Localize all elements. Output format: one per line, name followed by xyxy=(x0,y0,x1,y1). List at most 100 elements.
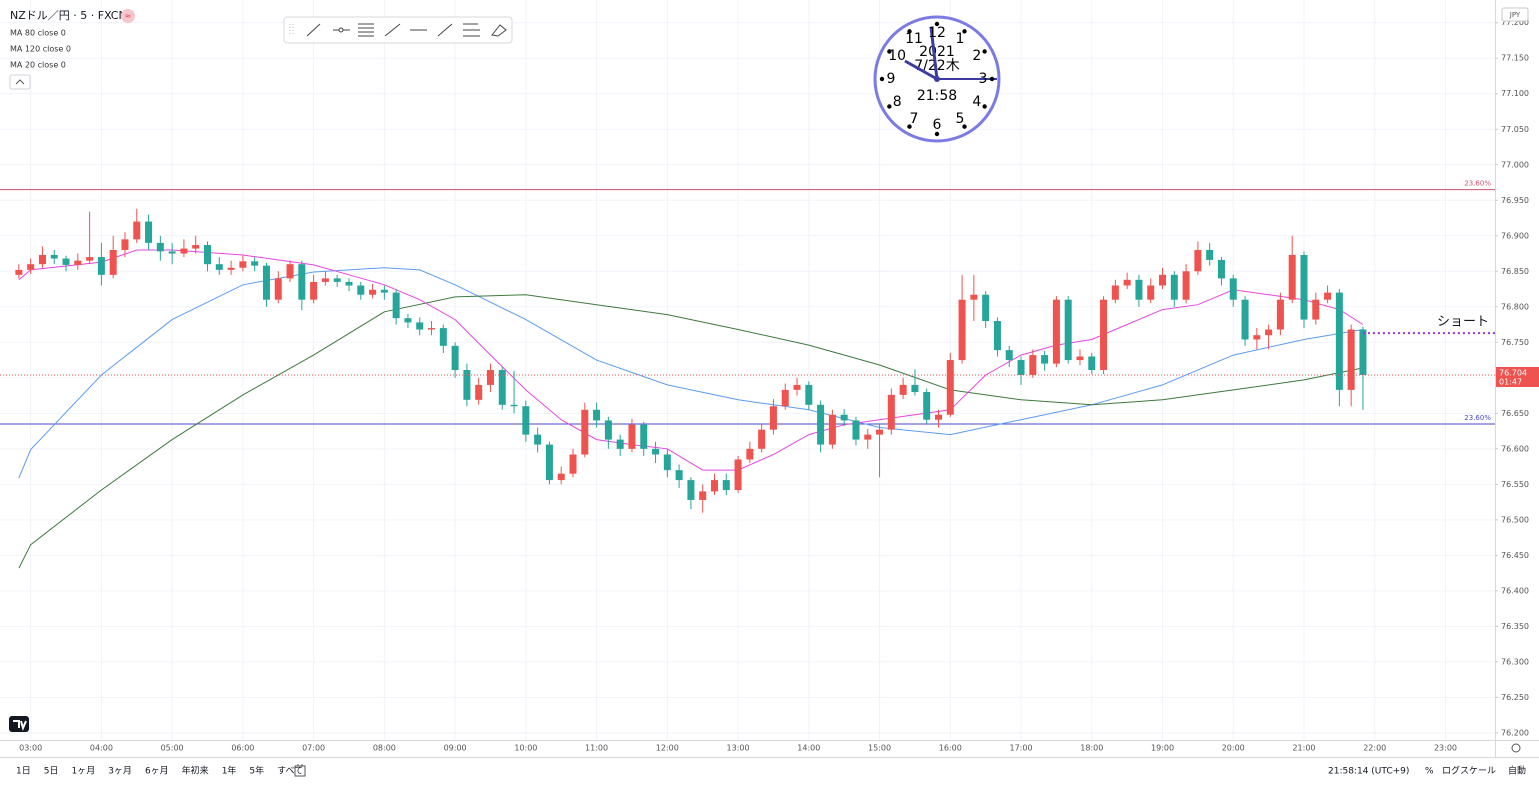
collapse-icon xyxy=(15,79,25,85)
candle-body xyxy=(569,454,577,474)
candle-body xyxy=(1170,274,1178,300)
candle-body xyxy=(1135,279,1143,300)
candle-body xyxy=(958,299,966,361)
candle-body xyxy=(1088,356,1096,370)
clock-numeral: 1 xyxy=(956,31,965,47)
y-tick-label: 76.900 xyxy=(1501,231,1529,240)
candle-body xyxy=(640,424,648,449)
candle-body xyxy=(251,261,259,266)
candle-body xyxy=(215,264,223,270)
logo xyxy=(9,716,29,732)
y-tick-label: 76.600 xyxy=(1501,444,1529,453)
y-tick-label: 76.500 xyxy=(1501,515,1529,524)
clock-numeral: 7 xyxy=(910,111,919,127)
x-tick-label: 09:00 xyxy=(444,744,467,753)
x-tick-label: 04:00 xyxy=(90,744,113,753)
candle-body xyxy=(62,258,70,265)
y-tick-label: 76.400 xyxy=(1501,586,1529,595)
date-range-icon[interactable] xyxy=(294,764,306,777)
clock-dot xyxy=(934,131,940,137)
candle-body xyxy=(1100,299,1108,370)
y-tick-label: 76.800 xyxy=(1501,302,1529,311)
range-button[interactable]: 年初来 xyxy=(182,765,209,777)
candle-body xyxy=(357,285,365,295)
range-button[interactable]: 1日 xyxy=(16,766,31,777)
currency-badge[interactable]: JPY xyxy=(1509,11,1521,19)
clock-dot xyxy=(907,124,912,129)
currency-badge-box[interactable] xyxy=(1501,7,1529,22)
y-tick-label: 76.950 xyxy=(1501,196,1529,205)
range-button[interactable]: 3ヶ月 xyxy=(108,766,132,777)
candle-body xyxy=(1182,271,1190,300)
candle-body xyxy=(1206,249,1214,260)
log-scale-toggle[interactable]: ログスケール xyxy=(1442,765,1496,777)
range-button[interactable]: 6ヶ月 xyxy=(145,766,169,777)
candle-body xyxy=(864,434,872,440)
fib-level-label: 23.60% xyxy=(1464,414,1491,422)
settings-icon[interactable] xyxy=(1511,743,1521,753)
candle-body xyxy=(746,448,754,460)
tool-trendline[interactable] xyxy=(306,23,321,37)
candle-body xyxy=(911,384,919,393)
candle-body xyxy=(1217,259,1225,279)
range-button[interactable]: すべて xyxy=(277,766,303,777)
candle-body xyxy=(204,245,212,265)
countdown-label: 01:47 xyxy=(1499,377,1522,386)
tool-ray[interactable] xyxy=(384,23,401,37)
candle-body xyxy=(416,322,424,330)
candle-body xyxy=(652,448,660,455)
candle-body xyxy=(498,370,506,405)
last-price-label: 76.704 xyxy=(1499,368,1527,377)
candle-body xyxy=(1123,279,1131,286)
candle-body xyxy=(286,264,294,279)
y-tick-label: 77.100 xyxy=(1501,89,1529,98)
collapse-button[interactable] xyxy=(9,74,31,90)
candle-body xyxy=(1159,274,1167,286)
candle-body xyxy=(86,257,94,261)
candle-body xyxy=(876,429,884,435)
axes: 76.200 76.250 76.300 76.350 76.400 76.450 76.5… xyxy=(19,18,1539,753)
y-tick-label: 76.550 xyxy=(1501,480,1529,489)
clock-numeral: 6 xyxy=(933,117,942,133)
clock-time: 21:58 xyxy=(917,88,957,104)
logo-glyph xyxy=(13,720,27,731)
x-tick-label: 21:00 xyxy=(1292,744,1315,753)
clock-dot xyxy=(907,29,912,34)
clock-numeral: 10 xyxy=(888,48,906,64)
candle-body xyxy=(392,292,400,319)
range-button[interactable]: 1年 xyxy=(222,765,237,777)
tool-extended[interactable] xyxy=(437,23,453,37)
candle-body xyxy=(993,320,1001,351)
range-button[interactable]: 5日 xyxy=(44,766,59,777)
candle-body xyxy=(758,429,766,449)
candle-body xyxy=(262,265,270,300)
tool-fib[interactable] xyxy=(358,23,374,37)
candle-body xyxy=(699,491,707,500)
tool-eraser[interactable] xyxy=(491,24,507,37)
range-button[interactable]: 5年 xyxy=(249,765,264,777)
candle-body xyxy=(50,254,58,259)
candle-body xyxy=(369,289,377,295)
candle-body xyxy=(109,249,117,275)
percent-toggle[interactable]: % xyxy=(1425,767,1434,777)
candle-body xyxy=(1111,285,1119,300)
candle-body xyxy=(604,420,612,440)
candle-body xyxy=(722,480,730,491)
clock-dot xyxy=(989,76,995,82)
y-tick-label: 76.450 xyxy=(1501,551,1529,560)
x-tick-label: 11:00 xyxy=(585,744,608,753)
candle-body xyxy=(899,384,907,395)
y-tick-label: 76.850 xyxy=(1501,267,1529,276)
candle-body xyxy=(180,248,188,254)
y-tick-label: 76.250 xyxy=(1501,693,1529,702)
auto-toggle[interactable]: 自動 xyxy=(1508,765,1526,777)
timestamp: 21:58:14 (UTC+9) xyxy=(1328,767,1409,777)
candle-body xyxy=(1253,335,1261,340)
range-button[interactable]: 1ヶ月 xyxy=(71,766,95,777)
x-tick-label: 14:00 xyxy=(797,744,820,753)
candle-body xyxy=(1076,356,1084,361)
clock-dot xyxy=(887,104,892,109)
tool-channel[interactable] xyxy=(463,23,480,37)
